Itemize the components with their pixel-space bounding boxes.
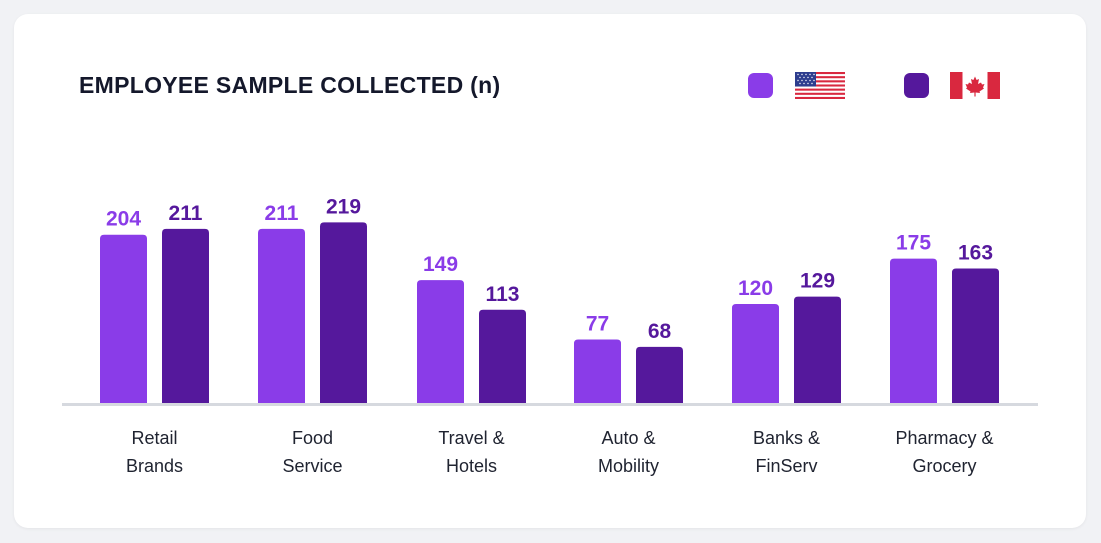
category-label-4: Banks & FinServ	[753, 428, 820, 476]
chart-title: EMPLOYEE SAMPLE COLLECTED (n)	[79, 72, 501, 98]
x-axis-baseline	[62, 403, 1038, 406]
category-label-0: Retail Brands	[126, 428, 183, 476]
bar-series2-3	[636, 346, 683, 403]
bar-series2-0	[162, 228, 209, 403]
data-label-series2-2: 113	[486, 283, 520, 306]
data-label-series1-4: 120	[738, 277, 773, 300]
bar-series2-5	[952, 268, 999, 403]
category-label-1: Food Service	[282, 428, 342, 476]
bar-series2-4	[794, 296, 841, 403]
us-flag-icon	[795, 72, 845, 99]
data-label-series2-0: 211	[169, 202, 203, 225]
bar-series2-2	[479, 309, 526, 403]
category-label-5: Pharmacy & Grocery	[895, 428, 993, 476]
bar-series1-5	[890, 258, 937, 403]
bar-series1-4	[732, 304, 779, 403]
data-label-series1-0: 204	[106, 208, 141, 231]
data-label-series2-4: 129	[800, 270, 835, 293]
bar-series2-1	[320, 222, 367, 403]
legend-swatch-series-2	[904, 73, 929, 98]
data-label-series2-3: 68	[648, 320, 672, 343]
bar-series1-0	[100, 234, 147, 403]
category-label-2: Travel & Hotels	[438, 428, 504, 476]
data-label-series2-1: 219	[326, 195, 361, 218]
data-label-series1-3: 77	[586, 312, 609, 335]
bar-series1-1	[258, 228, 305, 403]
data-label-series2-5: 163	[958, 242, 993, 265]
category-label-3: Auto & Mobility	[598, 428, 659, 476]
data-label-series1-2: 149	[423, 253, 458, 276]
data-label-series1-5: 175	[896, 232, 931, 255]
bar-series1-3	[574, 339, 621, 403]
canada-flag-icon	[950, 72, 1000, 99]
bar-series1-2	[417, 280, 464, 403]
legend-swatch-series-1	[748, 73, 773, 98]
data-label-series1-1: 211	[265, 202, 299, 225]
